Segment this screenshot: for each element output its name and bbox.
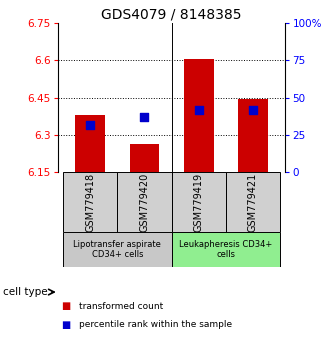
Point [142, 114, 147, 120]
Bar [130, 144, 159, 172]
Text: GSM779418: GSM779418 [85, 172, 95, 232]
Bar [75, 115, 105, 172]
Bar [63, 232, 172, 267]
Bar [184, 59, 214, 172]
Text: transformed count: transformed count [79, 302, 163, 311]
Bar [117, 172, 172, 232]
Point [250, 107, 255, 113]
Text: GSM779421: GSM779421 [248, 172, 258, 232]
Bar [238, 99, 268, 172]
Text: Leukapheresis CD34+
cells: Leukapheresis CD34+ cells [179, 240, 273, 259]
Text: GSM779419: GSM779419 [194, 172, 204, 232]
Bar [226, 172, 280, 232]
Point [88, 122, 93, 127]
Text: Lipotransfer aspirate
CD34+ cells: Lipotransfer aspirate CD34+ cells [74, 240, 161, 259]
Bar [172, 232, 280, 267]
Text: GSM779420: GSM779420 [140, 172, 149, 232]
Bar [63, 172, 117, 232]
Bar [172, 172, 226, 232]
Point [196, 107, 201, 113]
Text: ■: ■ [61, 320, 70, 330]
Text: ■: ■ [61, 301, 70, 311]
Title: GDS4079 / 8148385: GDS4079 / 8148385 [101, 8, 242, 22]
Text: cell type: cell type [3, 287, 48, 297]
Text: percentile rank within the sample: percentile rank within the sample [79, 320, 232, 329]
